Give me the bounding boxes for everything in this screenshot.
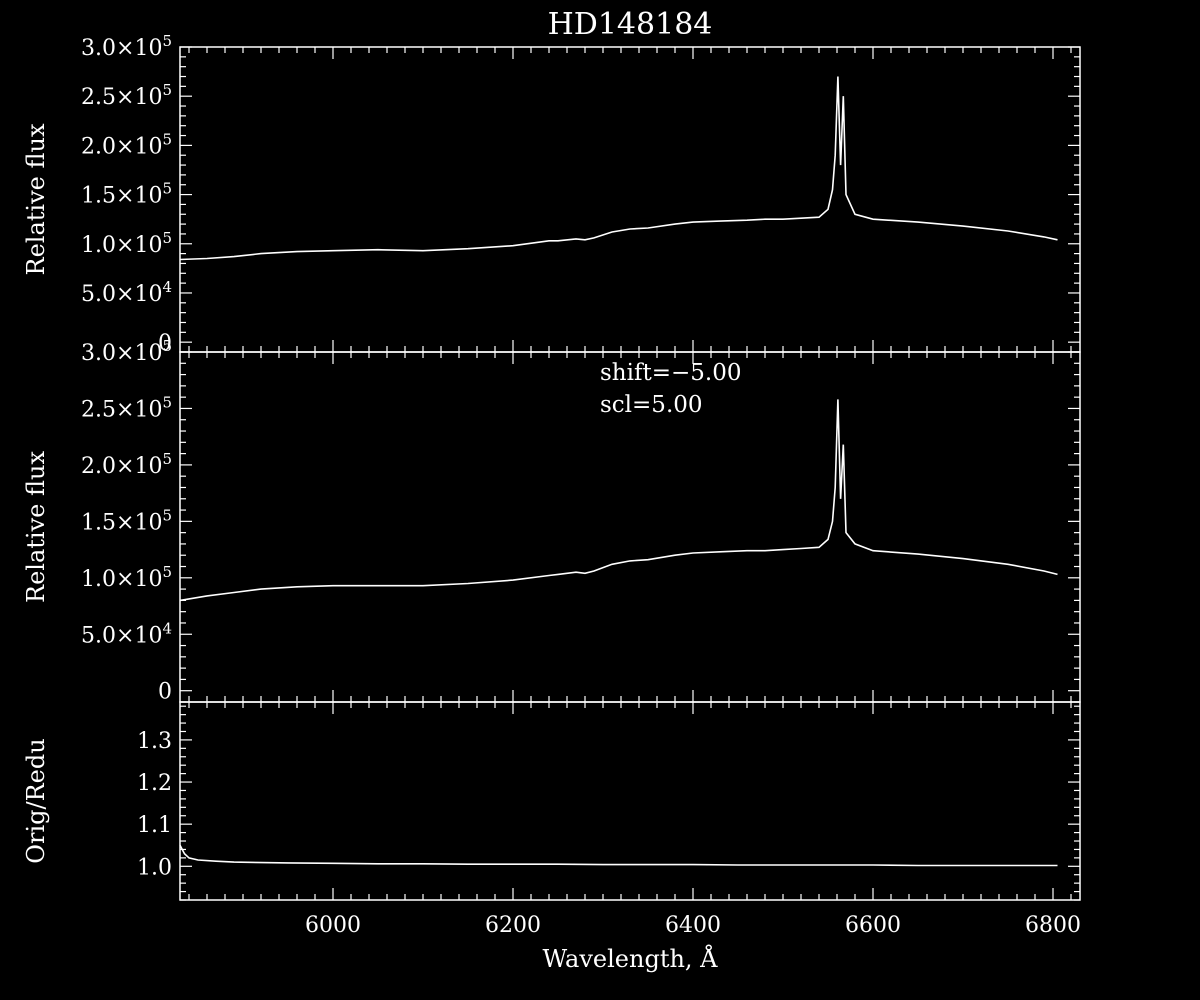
x-tick-label: 6400 — [665, 913, 721, 938]
x-tick-label: 6000 — [305, 913, 361, 938]
annotation: shift=−5.00 — [600, 360, 741, 386]
series-line — [179, 844, 1058, 867]
y-tick-label: 1.0 — [137, 855, 172, 880]
y-tick-label: 2.5×105 — [81, 393, 172, 422]
panel-2: 0 5.0×104 1.0×105 1.5×105 2.0×105 2.5×105 3.0×… — [22, 337, 1081, 705]
y-tick-label: 3.0×105 — [81, 32, 172, 61]
annotation: scl=5.00 — [600, 392, 703, 418]
x-axis-label: Wavelength, Å — [542, 944, 718, 973]
panel-1: 0 5.0×104 1.0×105 1.5×105 2.0×105 2.5×105 3.0×… — [22, 32, 1081, 356]
y-tick-label: 1.3 — [137, 729, 172, 754]
y-tick-label: 5.0×104 — [81, 278, 172, 307]
series-line — [179, 399, 1058, 602]
y-tick-label: 1.5×105 — [81, 180, 172, 209]
y-tick-label: 5.0×104 — [81, 619, 172, 648]
y-tick-label: 0 — [158, 680, 172, 705]
y-tick-label: 3.0×105 — [81, 337, 172, 366]
y-tick-label: 2.0×105 — [81, 450, 172, 479]
y-tick-label: 1.0×105 — [81, 563, 172, 592]
y-tick-label: 2.5×105 — [81, 81, 172, 110]
x-tick-label: 6200 — [485, 913, 541, 938]
panel-frame — [179, 701, 1081, 901]
y-tick-label: 1.1 — [137, 813, 172, 838]
series-line — [179, 76, 1058, 261]
y-tick-label: 1.0×105 — [81, 229, 172, 258]
panels-group: 0 5.0×104 1.0×105 1.5×105 2.0×105 2.5×105 3.0×… — [22, 32, 1081, 938]
x-tick-label: 6600 — [845, 913, 901, 938]
y-axis-label: Orig/Redu — [22, 738, 50, 863]
y-tick-label: 0 — [158, 331, 172, 356]
chart-title: HD148184 — [548, 7, 713, 42]
y-axis-label: Relative flux — [22, 451, 50, 603]
x-tick-label: 6800 — [1025, 913, 1081, 938]
y-tick-label: 1.2 — [137, 771, 172, 796]
panel-3: 6000 6200 6400 6600 6800 1.0 1.1 1.2 1.3 Orig/Red… — [22, 701, 1081, 938]
y-tick-label: 1.5×105 — [81, 506, 172, 535]
y-axis-label: Relative flux — [22, 123, 50, 275]
y-tick-label: 2.0×105 — [81, 130, 172, 159]
